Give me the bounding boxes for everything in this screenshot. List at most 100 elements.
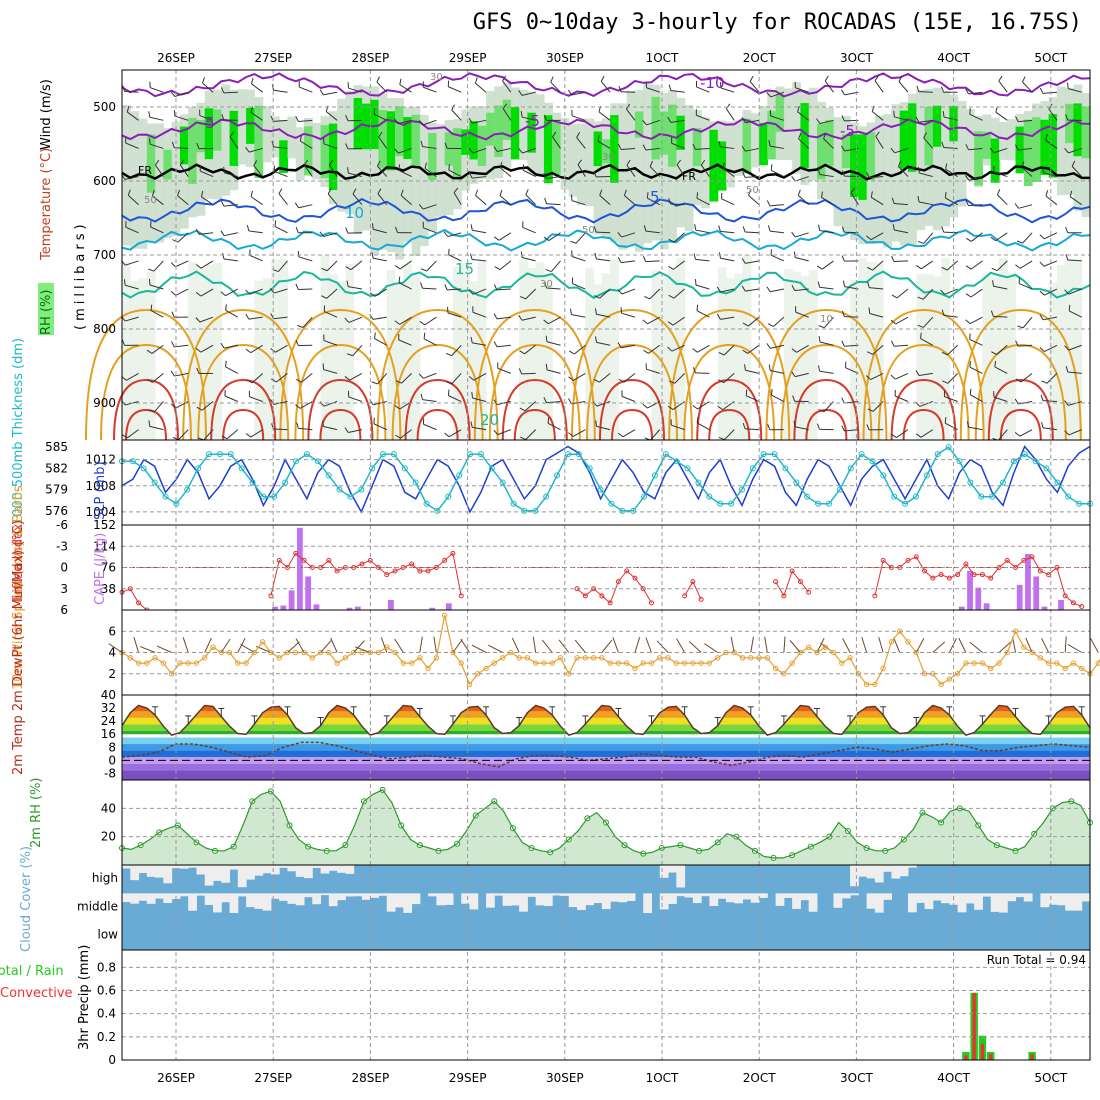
wind-barb [971, 232, 983, 242]
wind-barb [891, 433, 897, 438]
wind-barb [793, 420, 796, 427]
wind-speed-marker [334, 660, 340, 666]
top-date-label: 4OCT [937, 51, 970, 65]
wind-barb [723, 344, 735, 356]
cloud-clear-cell [237, 893, 247, 897]
cloud-clear-cell [717, 893, 727, 899]
wind-barb [969, 388, 972, 395]
wind-barb [155, 159, 160, 166]
wind-barb [741, 145, 746, 152]
wind-barb [742, 349, 748, 354]
wind-barb [943, 314, 958, 318]
thickness-marker [880, 472, 887, 479]
wind-barb [221, 435, 228, 440]
wind-barb [647, 197, 661, 206]
wind-barb [493, 284, 498, 291]
wind-barb [841, 115, 845, 122]
wind-barb [125, 142, 139, 149]
rh-shade-cell [138, 118, 148, 249]
wind-barb-10m [634, 637, 641, 653]
wind-barb [915, 433, 922, 438]
cloud-clear-cell [792, 893, 801, 909]
wind-barb [295, 226, 299, 233]
wind-barb [420, 268, 427, 272]
wind-barb [271, 378, 277, 383]
wind-barb [791, 285, 796, 291]
cloud-clear-cell [130, 893, 140, 904]
wind-barb [324, 311, 338, 318]
wind-barb [745, 176, 760, 178]
wind-barb [352, 344, 363, 357]
rh-shade-cell [651, 96, 661, 160]
wind-barb [151, 344, 164, 354]
wind-barb [376, 81, 388, 93]
wind-barb [199, 232, 214, 235]
wind-barb [917, 296, 924, 300]
temp-contour-5 [121, 197, 1091, 224]
rh-contour-label: 30 [540, 279, 553, 290]
wind-barb [323, 401, 338, 407]
wind-speed-line [121, 615, 1100, 686]
wind-speed-marker [714, 655, 721, 661]
cloud-clear-cell [965, 893, 975, 904]
rh-shade-cell [899, 102, 909, 246]
rh-shade-cell [924, 106, 934, 166]
wind-barb [121, 434, 128, 439]
cloud-clear-cell [395, 893, 404, 908]
wind-barb [150, 310, 164, 318]
thickness-marker [369, 465, 376, 472]
thickness-marker [1010, 458, 1017, 465]
wind-barb [940, 86, 945, 93]
wind-barb-10m [488, 644, 503, 653]
wind-barb [374, 338, 387, 346]
wind-barb [819, 119, 834, 125]
rh-shade-cell [998, 121, 1008, 160]
wind-barb [224, 344, 238, 349]
wind-barb [819, 229, 834, 234]
thickness-marker [314, 458, 321, 465]
wind-barb [493, 313, 498, 320]
wind-speed-marker [839, 660, 845, 666]
rh-shade-cell [560, 118, 570, 190]
thickness-marker [543, 493, 550, 500]
wind-barb [947, 344, 958, 356]
top-date-label: 2OCT [743, 51, 776, 65]
wind-barb [126, 106, 130, 113]
wind-barb [350, 260, 363, 271]
rh-shade-cell [237, 89, 247, 165]
wind-barb [422, 119, 437, 126]
wind-barb [422, 204, 437, 210]
cloud-clear-cell [701, 893, 710, 897]
wind-barb [993, 315, 1008, 318]
wind-barb-10m [240, 643, 255, 653]
wind-barb [448, 254, 462, 262]
thickness-marker [151, 479, 158, 486]
pressure-tick-label: 900 [93, 396, 116, 410]
wind-barb [617, 432, 624, 438]
li-marker [938, 572, 944, 578]
wind-barb [1022, 232, 1033, 244]
wind-barb [797, 189, 801, 196]
li-marker [698, 596, 704, 602]
wind-barb [248, 316, 263, 320]
wind-barb [295, 378, 302, 383]
li-marker [1029, 554, 1035, 560]
wind-barb [642, 403, 648, 409]
wind-barb [377, 188, 382, 195]
cloud-clear-cell [552, 893, 561, 896]
rh-shade-cell [701, 117, 711, 209]
cloud-clear-cell [684, 893, 694, 898]
wind-speed-marker [417, 655, 423, 661]
precip-convective-bar [1030, 1054, 1034, 1060]
wind-barb [200, 260, 214, 269]
wind-barb [767, 225, 771, 232]
wind-barb [942, 380, 948, 384]
wind-barb [470, 224, 473, 231]
thickness-marker [499, 479, 506, 486]
wind-barb [277, 260, 288, 272]
wind-barb [920, 338, 934, 346]
wind-barb [1019, 260, 1033, 269]
temp-contour-warm-arch [85, 308, 207, 441]
cloud-clear-cell [1023, 893, 1033, 902]
cape-bar [975, 587, 982, 610]
